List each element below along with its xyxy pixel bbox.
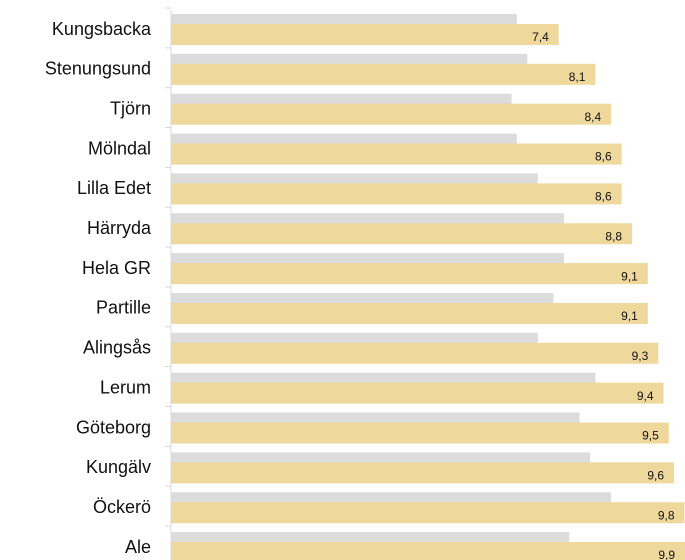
value-label: 9,1 (621, 309, 638, 323)
category-label: Stenungsund (45, 59, 151, 79)
bar (171, 93, 512, 106)
bar (171, 542, 685, 560)
bar (171, 452, 591, 465)
category-label: Kungsbacka (52, 19, 152, 39)
category-label: Öckerö (93, 497, 151, 517)
bar (171, 103, 612, 125)
bar (171, 63, 596, 85)
bar (171, 532, 570, 545)
bar (171, 502, 685, 524)
bar (171, 183, 622, 205)
category-label: Lerum (100, 377, 151, 397)
bar (171, 492, 612, 505)
category-label: Härryda (87, 218, 152, 238)
bar (171, 422, 669, 444)
category-label: Mölndal (88, 138, 151, 158)
bar (171, 223, 633, 245)
bar (171, 253, 564, 266)
bar (171, 213, 564, 226)
bar (171, 462, 675, 484)
value-label: 9,8 (658, 508, 675, 522)
bar (171, 332, 538, 345)
value-label: 9,9 (658, 548, 675, 560)
bar (171, 14, 517, 26)
bar (171, 133, 517, 146)
bar (171, 342, 659, 364)
category-label: Tjörn (110, 98, 151, 118)
bar (171, 382, 664, 404)
value-label: 9,5 (642, 429, 659, 443)
bar (171, 302, 648, 324)
bar (171, 292, 554, 305)
value-label: 8,8 (605, 229, 622, 243)
value-label: 8,6 (595, 190, 612, 204)
category-label: Göteborg (76, 417, 151, 437)
bar (171, 143, 622, 165)
bar (171, 372, 596, 385)
bar (171, 263, 648, 285)
value-label: 8,1 (569, 70, 586, 84)
value-label: 9,1 (621, 269, 638, 283)
bar (171, 53, 528, 66)
category-label: Alingsås (83, 338, 151, 358)
value-label: 9,4 (637, 389, 654, 403)
value-label: 8,4 (584, 110, 601, 124)
category-label: Ale (125, 537, 151, 557)
bar (171, 24, 559, 45)
value-label: 9,3 (632, 349, 649, 363)
bar (171, 173, 538, 186)
category-label: Lilla Edet (77, 178, 151, 198)
bar (171, 412, 580, 425)
value-label: 8,6 (595, 150, 612, 164)
category-label: Kungälv (86, 457, 151, 477)
category-label: Hela GR (82, 258, 151, 278)
category-label: Partille (96, 298, 151, 318)
value-label: 9,6 (647, 469, 664, 483)
value-label: 7,4 (532, 30, 549, 44)
